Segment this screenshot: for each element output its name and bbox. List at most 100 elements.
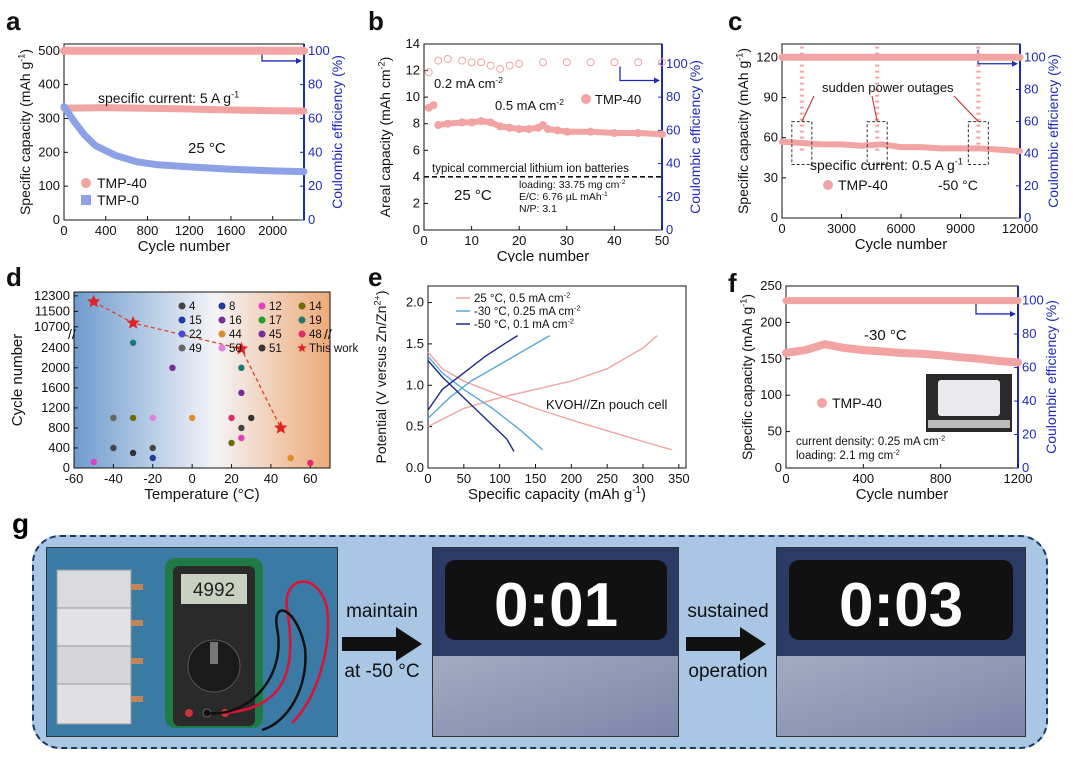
this-work-star <box>126 316 140 329</box>
ce-arrowhead <box>1010 310 1016 317</box>
legend-label: 14 <box>309 301 322 313</box>
panel-g-letter: g <box>12 508 30 539</box>
x-tick-label: 0 <box>189 471 196 486</box>
y-tick-label: 2 <box>413 195 420 210</box>
this-work-line <box>93 301 282 429</box>
y-tick-label: 100 <box>38 178 60 193</box>
annotation-cell: KVOH//Zn pouch cell <box>546 397 667 412</box>
x-tick-label: 50 <box>457 471 471 486</box>
clock-photo-1: 0:01 <box>432 547 679 737</box>
multimeter-readout: 4992 <box>193 580 235 601</box>
legend-label-tmp-40: TMP-40 <box>838 177 888 193</box>
ce-point <box>505 61 514 70</box>
y-right-tick-label: 60 <box>1022 360 1036 375</box>
y-right-tick-label: 80 <box>1022 326 1036 341</box>
ce-point <box>467 58 476 67</box>
y-tick-label: 12 <box>406 63 420 78</box>
legend-marker <box>178 316 186 324</box>
x-tick-label: 10 <box>464 233 478 248</box>
x-axis-label: Cycle number <box>856 486 949 503</box>
legend-label: 50 <box>229 343 242 355</box>
outage-pointer <box>953 95 979 122</box>
plot-frame <box>73 291 331 469</box>
legend-marker <box>178 344 186 352</box>
y-right-tick-label: 80 <box>308 77 322 92</box>
ce-arrowhead <box>296 57 302 64</box>
panel-f-chart: f0 400 800 1200050100150200250020406080100C… <box>728 268 1059 503</box>
y-tick-label: 4 <box>413 169 420 184</box>
clock-photo-2: 0:03 <box>776 547 1026 737</box>
y-right-tick-label: 100 <box>308 43 330 58</box>
y-right-tick-label: 100 <box>1022 293 1044 308</box>
discharge-curve <box>427 335 518 411</box>
ce-point <box>443 54 452 63</box>
legend-marker <box>178 330 186 338</box>
test-leads <box>206 580 330 732</box>
y-right-tick-label: 60 <box>1024 114 1038 129</box>
y-tick-label: 200 <box>38 144 60 159</box>
legend-marker <box>258 344 266 352</box>
y-tick-label: 120 <box>756 49 778 64</box>
x-tick-label: 60 <box>303 471 317 486</box>
right-arrow-icon <box>342 627 422 661</box>
x-axis-label: Cycle number <box>138 238 231 255</box>
annotation-commercial: typical commercial lithium ion batteries <box>432 163 629 175</box>
x-tick-label: 20 <box>224 471 238 486</box>
axis-break-left: // <box>68 326 76 342</box>
literature-point <box>149 454 156 462</box>
literature-point <box>248 414 255 422</box>
x-tick-label: 1200 <box>175 223 204 238</box>
x-tick-label: 1200 <box>1004 471 1033 486</box>
ce-point <box>424 68 433 77</box>
literature-point <box>110 444 117 452</box>
panel-a-chart: a 0 400 800 1200 1600 2000 0 100 200 300 400 500 0 20 4… <box>6 6 345 255</box>
annotation-current: specific current: 0.5 A g-1 <box>810 156 963 173</box>
legend-marker <box>218 302 226 310</box>
legend-label-tmp-0: TMP-0 <box>97 192 139 208</box>
legend-label: 4 <box>189 301 196 313</box>
panel-d-chart: d -60 -40 -20 0 20 40 60 0 400 800 1200 1600 2000 2400… <box>6 262 358 503</box>
x-tick-label: 0 <box>424 471 431 486</box>
annotation-temp: 25 °C <box>188 140 226 157</box>
y-axis-label: Specific capacity (mAh g-1) <box>16 49 33 215</box>
y-tick-label: 2000 <box>41 360 70 375</box>
annotation-ec: E/C: 6.76 µL mAh-1 <box>519 191 608 203</box>
legend-label-tmp-40: TMP-40 <box>97 175 147 191</box>
x-tick-label: 300 <box>632 471 654 486</box>
legend-marker <box>218 344 226 352</box>
y-tick-label: 300 <box>38 110 60 125</box>
x-tick-label: 800 <box>137 223 159 238</box>
legend-marker <box>298 316 306 324</box>
x-tick-label: 200 <box>560 471 582 486</box>
legend-label-tmp-40: TMP-40 <box>832 395 882 411</box>
literature-point <box>307 459 314 467</box>
legend-label: -50 °C, 0.1 mA cm-2 <box>474 316 574 331</box>
series-tmp-0 <box>60 103 308 176</box>
x-tick-label: 400 <box>852 471 874 486</box>
y-tick-label: 12300 <box>34 288 70 303</box>
ce-arrowhead <box>654 77 660 84</box>
y-right-axis-label: Coulombic efficiency (%) <box>1045 54 1061 208</box>
legend-label: 19 <box>309 315 322 327</box>
y-right-tick-label: 40 <box>308 144 322 159</box>
outage-pointer <box>801 95 815 122</box>
legend-marker <box>298 330 306 338</box>
y-tick-label: 10700 <box>34 319 70 334</box>
y-tick-label: 0.5 <box>406 419 424 434</box>
y-tick-label: 0 <box>775 460 782 475</box>
y-right-tick-label: 100 <box>666 56 688 71</box>
discharge-curve <box>427 351 672 451</box>
annotation-np: N/P: 3.1 <box>519 203 557 215</box>
y-axis-label: Potential (V versus Zn/Zn2+) <box>372 291 389 464</box>
x-tick-label: 0 <box>60 223 67 238</box>
legend-marker-tmp-40 <box>823 180 833 190</box>
ce-arrowhead <box>1012 60 1018 67</box>
legend-marker <box>258 302 266 310</box>
x-axis-label: Cycle number <box>497 248 590 262</box>
y-right-tick-label: 40 <box>1022 393 1036 408</box>
y-tick-label: 1200 <box>41 400 70 415</box>
pouch-cell-inset <box>926 374 1012 432</box>
legend-marker <box>258 330 266 338</box>
legend-label: 15 <box>189 315 202 327</box>
x-tick-label: 50 <box>655 233 669 248</box>
